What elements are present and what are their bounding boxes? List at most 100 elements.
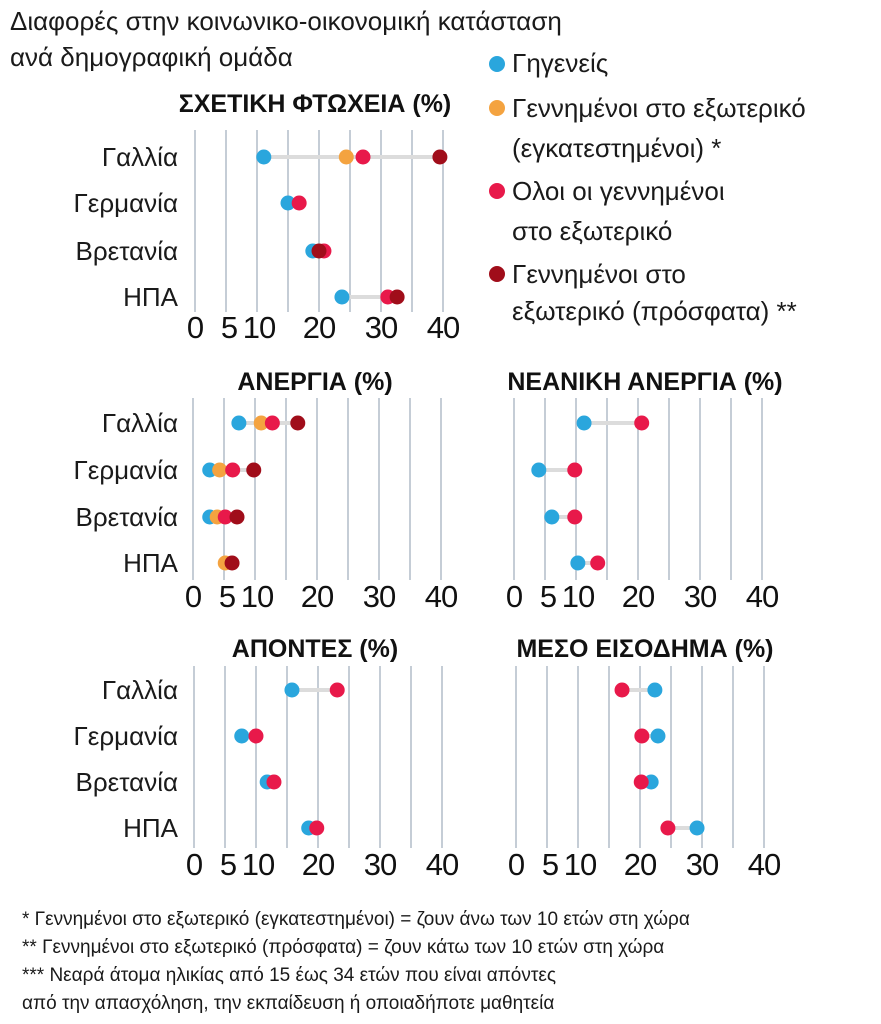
x-tick-label: 5 [219,579,235,614]
country-label: ΗΠΑ [123,813,179,843]
data-point [567,509,583,525]
data-point [212,462,228,478]
legend-label: Γηγενείς [512,48,608,78]
legend-marker [489,100,505,116]
legend-item: Γεννημένοι στο εξωτερικό (εγκατεστημένοι)… [489,93,806,163]
x-tick-label: 0 [186,847,203,882]
panel: ΑΠΟΝΤΕΣ (%) 0 5 10 20 30 40 Γαλλία Γερμανία Βρετα… [73,635,460,882]
legend-item: Γηγενείς [489,48,608,78]
country-label: Βρετανία [76,502,178,532]
data-point [246,462,262,478]
country-label: ΗΠΑ [123,282,179,312]
data-point [329,682,345,698]
legend-marker [489,183,505,199]
legend-item: Ολοι οι γεννημένοι στο εξωτερικό [489,176,725,246]
country-label: ΗΠΑ [123,548,179,578]
data-point [531,462,547,478]
x-tick-label: 5 [540,579,556,614]
data-point [231,415,247,431]
data-point [338,149,354,165]
data-point [225,462,241,478]
panel-title: ΝΕΑΝΙΚΗ ΑΝΕΡΓΙΑ (%) [507,368,782,396]
country-label: Βρετανία [76,767,178,797]
x-tick-label: 40 [746,579,779,614]
data-point [634,415,650,431]
x-tick-label: 40 [426,847,459,882]
footnote: από την απασχόληση, την εκπαίδευση ή οπο… [22,993,554,1014]
data-point [634,728,650,744]
x-tick-label: 30 [363,579,396,614]
data-point [689,820,705,836]
country-label: Γαλλία [102,142,178,172]
x-tick-label: 10 [241,579,274,614]
data-point [544,509,560,525]
footnote: * Γεννημένοι στο εξωτερικό (εγκατεστημέν… [22,909,690,930]
legend-label: στο εξωτερικό [512,216,672,246]
data-point [576,415,592,431]
x-tick-label: 10 [242,847,275,882]
x-tick-label: 10 [243,310,276,345]
country-label: Βρετανία [76,236,178,266]
country-label: Γερμανία [73,188,178,218]
data-point [256,149,272,165]
x-tick-label: 20 [622,579,655,614]
panel-title: ΑΠΟΝΤΕΣ (%) [232,635,398,663]
footnote: ** Γεννημένοι στο εξωτερικό (πρόσφατα) =… [22,937,664,958]
panel: ΜΕΣΟ ΕΙΣΟΔΗΜΑ (%) 0 5 10 20 30 40 [508,635,782,882]
legend-label: εξωτερικό (πρόσφατα) ** [512,296,797,326]
x-tick-label: 10 [562,579,595,614]
country-label: Γερμανία [73,721,178,751]
x-tick-label: 5 [221,310,237,345]
data-point [234,728,250,744]
data-point [590,555,606,571]
data-point [266,774,282,790]
data-point [633,774,649,790]
x-tick-label: 30 [364,847,397,882]
x-tick-label: 10 [564,847,597,882]
data-point [290,415,306,431]
data-point [614,682,630,698]
legend-label: Γεννημένοι στο [512,259,686,289]
footnote: *** Νεαρά άτομα ηλικίας από 15 έως 34 ετ… [22,965,556,986]
data-point [309,820,325,836]
x-tick-label: 20 [303,310,336,345]
panel-title: ΣΧΕΤΙΚΗ ΦΤΩΧΕΙΑ (%) [179,90,452,118]
x-tick-label: 0 [187,310,204,345]
legend-label: Γεννημένοι στο εξωτερικό [512,93,806,123]
data-point [217,509,233,525]
data-point [660,820,676,836]
data-point [567,462,583,478]
legend-item: Γεννημένοι στο εξωτερικό (πρόσφατα) ** [489,259,797,326]
chart-title-line: Διαφορές στην κοινωνικο-οικονομική κατάσ… [10,6,562,36]
data-point [284,682,300,698]
x-tick-label: 30 [684,579,717,614]
data-point [280,195,296,211]
data-point [224,555,240,571]
x-tick-label: 0 [185,579,202,614]
x-tick-label: 20 [302,847,335,882]
panel-title: ΜΕΣΟ ΕΙΣΟΔΗΜΑ (%) [516,635,773,663]
data-point [311,243,327,259]
x-tick-label: 20 [301,579,334,614]
country-label: Γαλλία [102,408,178,438]
x-tick-label: 30 [686,847,719,882]
data-point [647,682,663,698]
panel: ΝΕΑΝΙΚΗ ΑΝΕΡΓΙΑ (%) 0 5 10 20 30 40 [506,368,783,614]
legend-label: Ολοι οι γεννημένοι [512,176,725,206]
country-label: Γερμανία [73,455,178,485]
x-tick-label: 5 [220,847,236,882]
data-point [389,289,405,305]
x-tick-label: 30 [365,310,398,345]
data-point [253,415,269,431]
legend-marker [489,266,505,282]
x-tick-label: 40 [425,579,458,614]
chart-title-line: ανά δημογραφική ομάδα [10,42,293,72]
x-tick-label: 5 [542,847,558,882]
data-point [248,728,264,744]
data-point [291,195,307,211]
country-label: Γαλλία [102,675,178,705]
x-tick-label: 0 [508,847,525,882]
legend-label: (εγκατεστημένοι) * [512,133,721,163]
panel: ΣΧΕΤΙΚΗ ΦΤΩΧΕΙΑ (%) 0 5 10 20 30 40 Γαλλία Γερμα… [73,90,461,345]
